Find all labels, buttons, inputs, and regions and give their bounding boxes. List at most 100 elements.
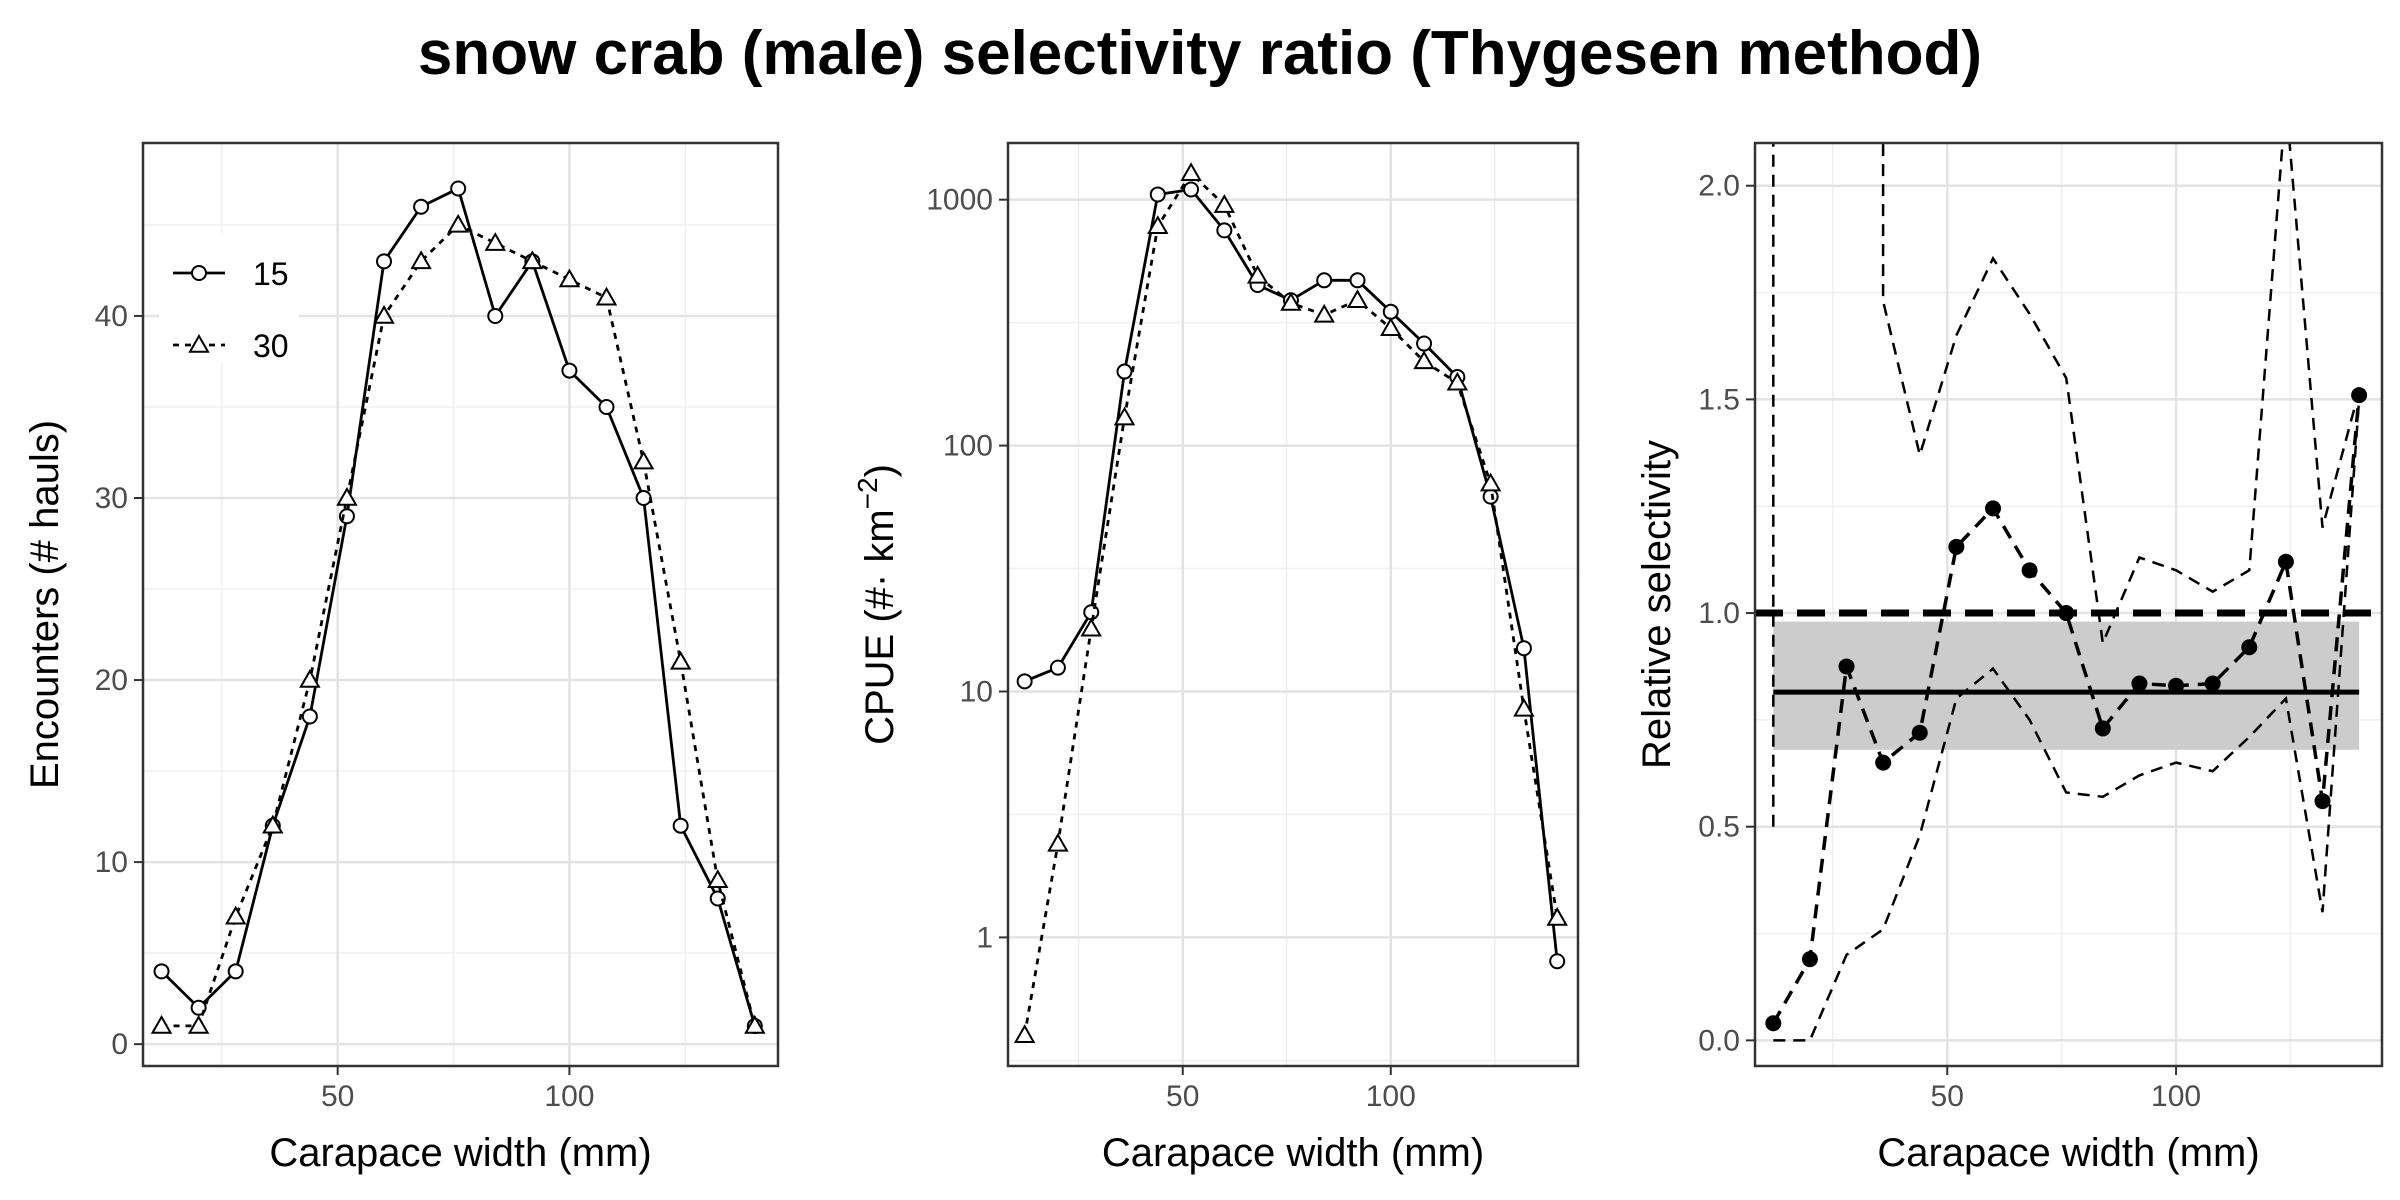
selectivity-point <box>2277 553 2294 570</box>
point-30 <box>1246 264 1269 284</box>
x-tick-label: 50 <box>321 1080 354 1113</box>
point-30 <box>373 304 395 324</box>
plot-area <box>1755 143 2382 1042</box>
point-15 <box>487 307 504 324</box>
point-30 <box>595 286 618 306</box>
point-30 <box>1346 289 1369 308</box>
selectivity-point <box>2094 720 2111 737</box>
point-15 <box>153 963 170 980</box>
point-30 <box>410 250 432 270</box>
legend-label: 30 <box>253 328 289 364</box>
point-30 <box>1446 371 1469 391</box>
y-tick-label: 1000 <box>926 184 993 217</box>
point-30 <box>1113 406 1136 426</box>
figure-title: snow crab (male) selectivity ratio (Thyg… <box>417 19 1983 88</box>
point-30 <box>1479 472 1502 492</box>
selectivity-point <box>1984 500 2001 517</box>
y-tick-label: 10 <box>95 846 128 879</box>
point-30 <box>1213 194 1236 213</box>
point-30 <box>224 905 247 925</box>
selectivity-point <box>1948 538 1965 555</box>
point-15 <box>301 708 318 725</box>
point-30 <box>521 250 544 270</box>
y-axis-title: Relative selectivity <box>1635 440 1679 769</box>
x-tick-label: 100 <box>2151 1080 2201 1113</box>
point-30 <box>1546 906 1568 926</box>
y-axis-title-superscript: −2 <box>852 477 883 509</box>
point-15 <box>1183 181 1200 198</box>
legend-label: 15 <box>253 256 289 292</box>
point-30 <box>1380 317 1402 337</box>
point-30 <box>669 650 692 670</box>
point-30 <box>1013 1024 1036 1044</box>
point-15 <box>1049 659 1066 676</box>
point-15 <box>1515 640 1532 657</box>
selectivity-line <box>1771 394 2361 1025</box>
selectivity-point <box>2021 562 2038 579</box>
selectivity-point <box>2168 677 2185 694</box>
point-15 <box>1116 363 1133 380</box>
point-30 <box>187 1014 210 1034</box>
point-15 <box>1549 953 1566 970</box>
selectivity-point <box>2204 675 2221 692</box>
y-tick-label: 1.5 <box>1698 383 1740 416</box>
panel-border <box>1753 141 2384 1068</box>
grid <box>143 143 778 1066</box>
y-tick-label: 20 <box>95 664 128 697</box>
selectivity-point <box>2241 639 2258 656</box>
selectivity-point <box>2351 387 2368 404</box>
y-tick-label: 100 <box>943 430 993 463</box>
panel-border <box>141 141 780 1068</box>
point-30 <box>1047 832 1069 852</box>
point-30 <box>632 450 655 470</box>
point-15 <box>1416 335 1433 352</box>
point-15 <box>1083 604 1100 621</box>
selectivity-point <box>1801 951 1818 968</box>
lower-ci-line <box>1773 399 2361 1042</box>
selectivity-point <box>1765 1015 1782 1032</box>
x-axis-title: Carapace width (mm) <box>269 1131 651 1175</box>
y-axis-title-suffix: ) <box>858 464 902 477</box>
point-30 <box>707 869 729 889</box>
x-axis-title: Carapace width (mm) <box>1877 1131 2259 1175</box>
selectivity-point <box>1875 754 1892 771</box>
point-30 <box>484 232 506 251</box>
point-30 <box>262 814 284 834</box>
point-15 <box>598 398 615 415</box>
point-15 <box>413 198 430 215</box>
point-30 <box>1513 697 1535 717</box>
x-tick-label: 50 <box>1931 1080 1964 1113</box>
legend-key-marker <box>191 265 207 281</box>
panel-cpue: 50 100 1 10 100 1000 Carapace width (mm) CPUE (… <box>852 141 1580 1175</box>
point-30 <box>1080 617 1102 637</box>
point-15 <box>635 490 652 506</box>
mean-ratio-band <box>1773 621 2360 750</box>
selectivity-point <box>1911 724 1928 741</box>
y-tick-label: 10 <box>960 676 993 709</box>
point-15 <box>1149 186 1166 203</box>
point-30 <box>1313 303 1335 323</box>
legend-background <box>159 233 299 363</box>
y-axis-title: CPUE (#· km−2) <box>852 464 902 745</box>
point-30 <box>1413 350 1435 370</box>
selectivity-point <box>1838 658 1855 675</box>
selectivity-point <box>2314 793 2331 810</box>
point-30 <box>1280 291 1302 311</box>
point-30 <box>447 213 469 233</box>
x-tick-label: 100 <box>544 1080 594 1113</box>
x-tick-label: 100 <box>1366 1080 1416 1113</box>
point-15 <box>1016 673 1033 690</box>
y-tick-label: 40 <box>95 300 128 333</box>
point-30 <box>150 1014 173 1034</box>
y-axis-title: Encounters (# hauls) <box>23 420 67 789</box>
y-tick-label: 2.0 <box>1698 170 1740 203</box>
point-15 <box>376 253 393 270</box>
point-15 <box>1482 488 1499 505</box>
point-15 <box>450 180 467 197</box>
legend-key-marker <box>188 333 210 353</box>
point-30 <box>336 486 358 506</box>
point-30 <box>1147 215 1169 234</box>
plot-area <box>150 180 766 1034</box>
